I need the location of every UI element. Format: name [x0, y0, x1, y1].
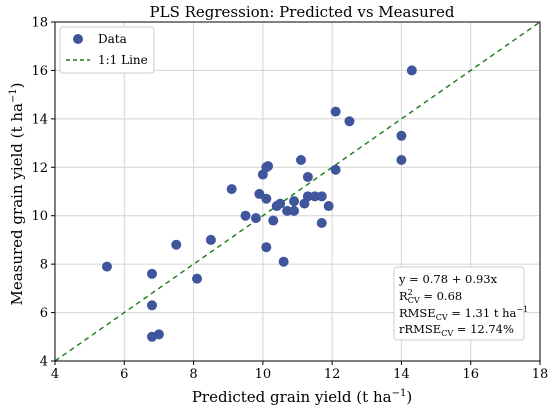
data-point: [309, 191, 320, 202]
equation-text: y = 0.78 + 0.93x: [398, 272, 498, 286]
rrmse-label: rRMSE: [399, 322, 441, 336]
rmse-text: RMSECV = 1.31 t ha−1: [399, 305, 528, 322]
data-point: [153, 329, 164, 340]
rrmse-sub: CV: [441, 329, 453, 338]
y-ticks: 4 6 8 10 12 14 16 18: [31, 16, 55, 370]
y-tick-label: 16: [31, 64, 48, 79]
data-point: [289, 205, 300, 216]
y-tick-label: 10: [31, 209, 48, 224]
y-axis-label-end: ): [8, 82, 26, 88]
rrmse-text: rRMSECV = 12.74%: [399, 322, 514, 338]
data-point: [396, 130, 407, 141]
legend-line-label: 1:1 Line: [98, 53, 148, 67]
y-tick-label: 4: [40, 355, 48, 370]
legend-data-marker: [73, 34, 83, 44]
data-point: [147, 268, 157, 279]
data-point: [205, 234, 216, 245]
data-point: [240, 210, 251, 221]
plot-frame: [54, 21, 541, 362]
y-tick-label: 12: [31, 161, 48, 176]
data-point: [302, 171, 313, 182]
y-axis-label: Measured grain yield (t ha−1): [8, 82, 26, 305]
data-point: [226, 184, 237, 195]
x-tick-label: 18: [532, 367, 549, 382]
x-axis-label-main: Predicted grain yield (t ha: [192, 388, 392, 406]
data-point: [263, 161, 274, 172]
data-point: [295, 155, 306, 166]
data-point: [289, 196, 300, 207]
data-point: [330, 106, 341, 117]
data-point: [406, 65, 417, 76]
y-tick-label: 18: [31, 16, 48, 31]
data-point: [250, 213, 261, 224]
legend-box: [59, 26, 155, 74]
r2-label: R: [399, 289, 408, 303]
data-point: [261, 193, 272, 204]
rmse-label: RMSE: [399, 306, 436, 320]
stats-box-frame: [393, 266, 525, 341]
data-point: [302, 191, 313, 202]
rmse-sup: −1: [516, 305, 528, 314]
x-tick-label: 10: [255, 367, 272, 382]
data-point: [396, 155, 407, 166]
stats-box: y = 0.78 + 0.93x R2 CV = 0.68 RMSECV = 1.…: [393, 266, 528, 341]
chart-title: PLS Regression: Predicted vs Measured: [150, 3, 455, 21]
x-tick-label: 8: [189, 367, 197, 382]
rmse-value: = 1.31 t ha: [448, 306, 517, 320]
x-tick-label: 12: [324, 367, 341, 382]
data-point: [330, 164, 341, 175]
legend: Data 1:1 Line: [59, 26, 155, 74]
data-point: [316, 191, 327, 202]
data-point: [261, 242, 272, 253]
data-point: [316, 217, 327, 228]
data-point: [254, 188, 265, 199]
x-axis-label: Predicted grain yield (t ha−1): [192, 388, 412, 406]
r2-value: = 0.68: [420, 289, 463, 303]
data-point: [171, 239, 182, 250]
y-tick-label: 8: [40, 258, 48, 273]
y-tick-label: 14: [31, 112, 48, 127]
x-tick-label: 6: [120, 367, 128, 382]
legend-data-label: Data: [98, 32, 127, 46]
x-axis-label-sup: −1: [392, 388, 407, 399]
rmse-sub: CV: [436, 313, 448, 322]
y-axis-label-sup: −1: [8, 88, 19, 103]
grid: [54, 21, 541, 362]
r2-text: R2 CV = 0.68: [399, 288, 462, 305]
data-point: [192, 273, 203, 284]
data-point: [275, 198, 286, 209]
data-points: [101, 65, 417, 342]
y-tick-label: 6: [40, 306, 48, 321]
x-tick-label: 14: [393, 367, 410, 382]
r2-sup: 2: [408, 288, 413, 297]
data-point: [278, 256, 289, 267]
rrmse-value: = 12.74%: [453, 322, 514, 336]
x-ticks: 4 6 8 10 12 14 16 18: [51, 361, 548, 382]
data-point: [344, 116, 355, 127]
x-axis-label-end: ): [406, 388, 412, 406]
data-point: [147, 300, 157, 311]
data-point: [268, 215, 279, 226]
x-tick-label: 16: [462, 367, 479, 382]
data-point: [323, 201, 334, 212]
data-point: [282, 205, 293, 216]
data-point: [101, 261, 112, 272]
x-tick-label: 4: [51, 367, 59, 382]
y-axis-label-main: Measured grain yield (t ha: [8, 103, 26, 306]
r2-sub: CV: [408, 296, 420, 305]
